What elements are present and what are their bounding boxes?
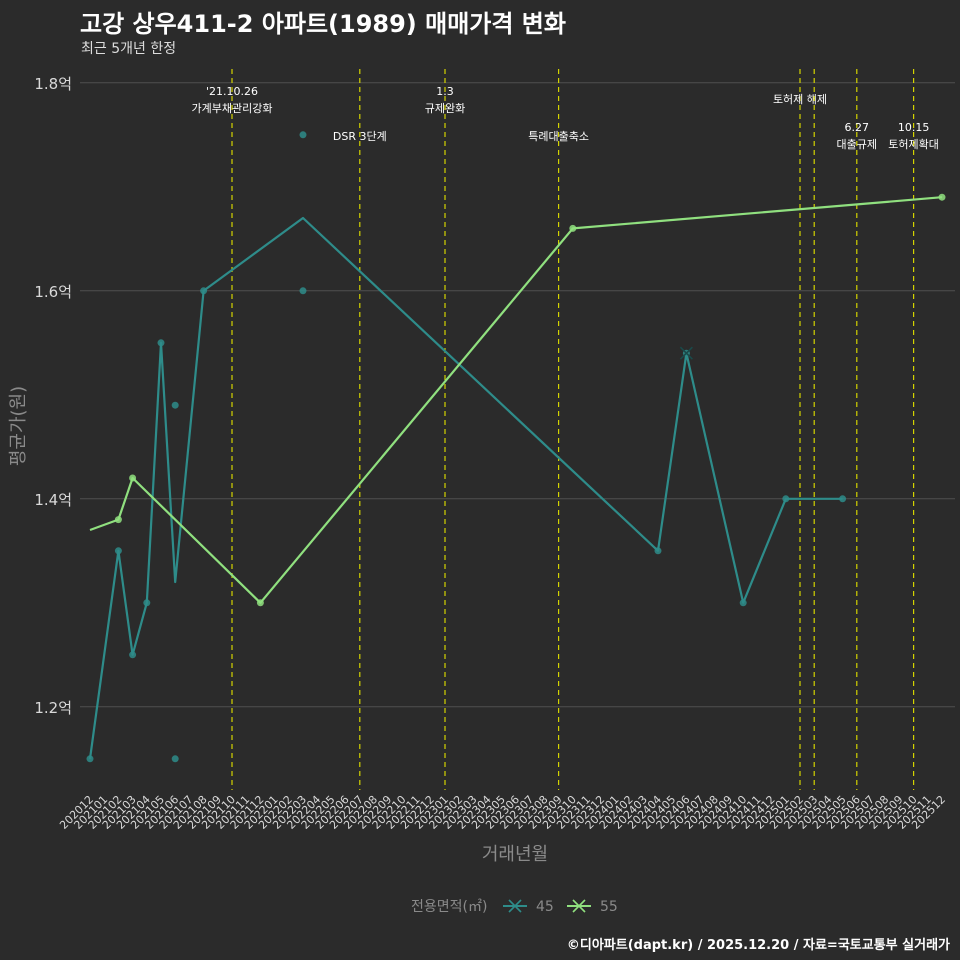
grid-layer xyxy=(80,82,955,708)
data-point-55 xyxy=(938,193,946,201)
series-layer xyxy=(86,131,946,763)
data-point-45 xyxy=(782,495,790,503)
event-label: '21.10.26 xyxy=(206,85,258,98)
data-point-45 xyxy=(86,755,94,763)
event-label: 10.15 xyxy=(898,121,930,134)
y-tick-label: 1.6억 xyxy=(34,283,72,301)
data-point-55 xyxy=(569,224,577,232)
x-axis-title: 거래년월 xyxy=(482,844,548,865)
event-label: 1.3 xyxy=(436,85,454,98)
series-line-45 xyxy=(88,216,843,759)
data-point-55 xyxy=(256,599,264,607)
axis-layer: 1.2억1.4억1.6억1.8억평균가(원)202012202101202102… xyxy=(8,75,948,865)
data-point-55 xyxy=(114,516,122,524)
data-point-45 xyxy=(839,495,847,503)
legend-title: 전용면적(㎡) xyxy=(411,899,487,915)
event-label: 대출규제 xyxy=(837,138,877,151)
data-point-55 xyxy=(129,474,137,482)
source-caption: ©디아파트(dapt.kr) / 2025.12.20 / 자료=국토교통부 실… xyxy=(566,938,950,953)
event-label: 특례대출축소 xyxy=(528,130,589,143)
legend-key-cross-icon xyxy=(508,899,522,913)
y-tick-label: 1.8억 xyxy=(34,75,72,93)
data-point-45 xyxy=(654,547,662,555)
chart-title: 고강 상우411-2 아파트(1989) 매매가격 변화 xyxy=(80,10,566,38)
chart-subtitle: 최근 5개년 한정 xyxy=(81,41,177,57)
data-point-45 xyxy=(143,599,151,607)
event-label: 토허제확대 xyxy=(888,138,939,151)
event-label: 6.27 xyxy=(845,121,870,134)
max-marker-icon xyxy=(679,346,693,360)
data-point-45 xyxy=(171,755,179,763)
event-label: 가계부채관리강화 xyxy=(192,102,273,115)
data-point-45 xyxy=(157,339,165,347)
event-label: 토허제 해제 xyxy=(773,92,827,106)
y-tick-label: 1.4억 xyxy=(34,491,72,509)
data-point-45 xyxy=(299,131,307,139)
series-line-55 xyxy=(89,196,943,604)
data-point-45 xyxy=(200,287,208,295)
data-point-45 xyxy=(114,547,122,555)
legend-key-cross-icon xyxy=(572,899,586,913)
event-label: 규제완화 xyxy=(425,102,465,115)
data-point-45 xyxy=(171,401,179,409)
legend: 전용면적(㎡) 45 55 xyxy=(411,899,618,915)
legend-label: 45 xyxy=(536,899,554,915)
y-tick-label: 1.2억 xyxy=(34,699,72,717)
data-point-45 xyxy=(129,651,137,659)
data-point-45 xyxy=(739,599,747,607)
y-axis-title: 평균가(원) xyxy=(8,386,29,466)
legend-label: 55 xyxy=(600,899,618,915)
data-point-45 xyxy=(299,287,307,295)
event-label: DSR 3단계 xyxy=(333,130,387,143)
